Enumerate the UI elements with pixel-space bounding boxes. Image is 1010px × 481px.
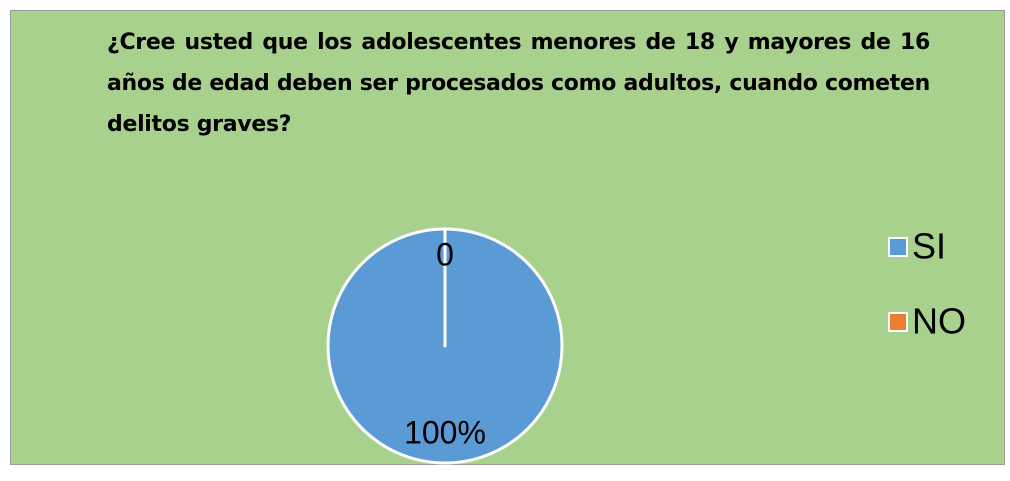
chart-title: ¿Cree usted que los adolescentes menores… [107,30,930,137]
legend-label: SI [912,226,946,267]
data-label: 0 [436,237,454,273]
legend-swatch [888,312,908,332]
legend-label: NO [912,301,966,342]
data-label: 100% [404,414,486,450]
legend-swatch [888,237,908,257]
